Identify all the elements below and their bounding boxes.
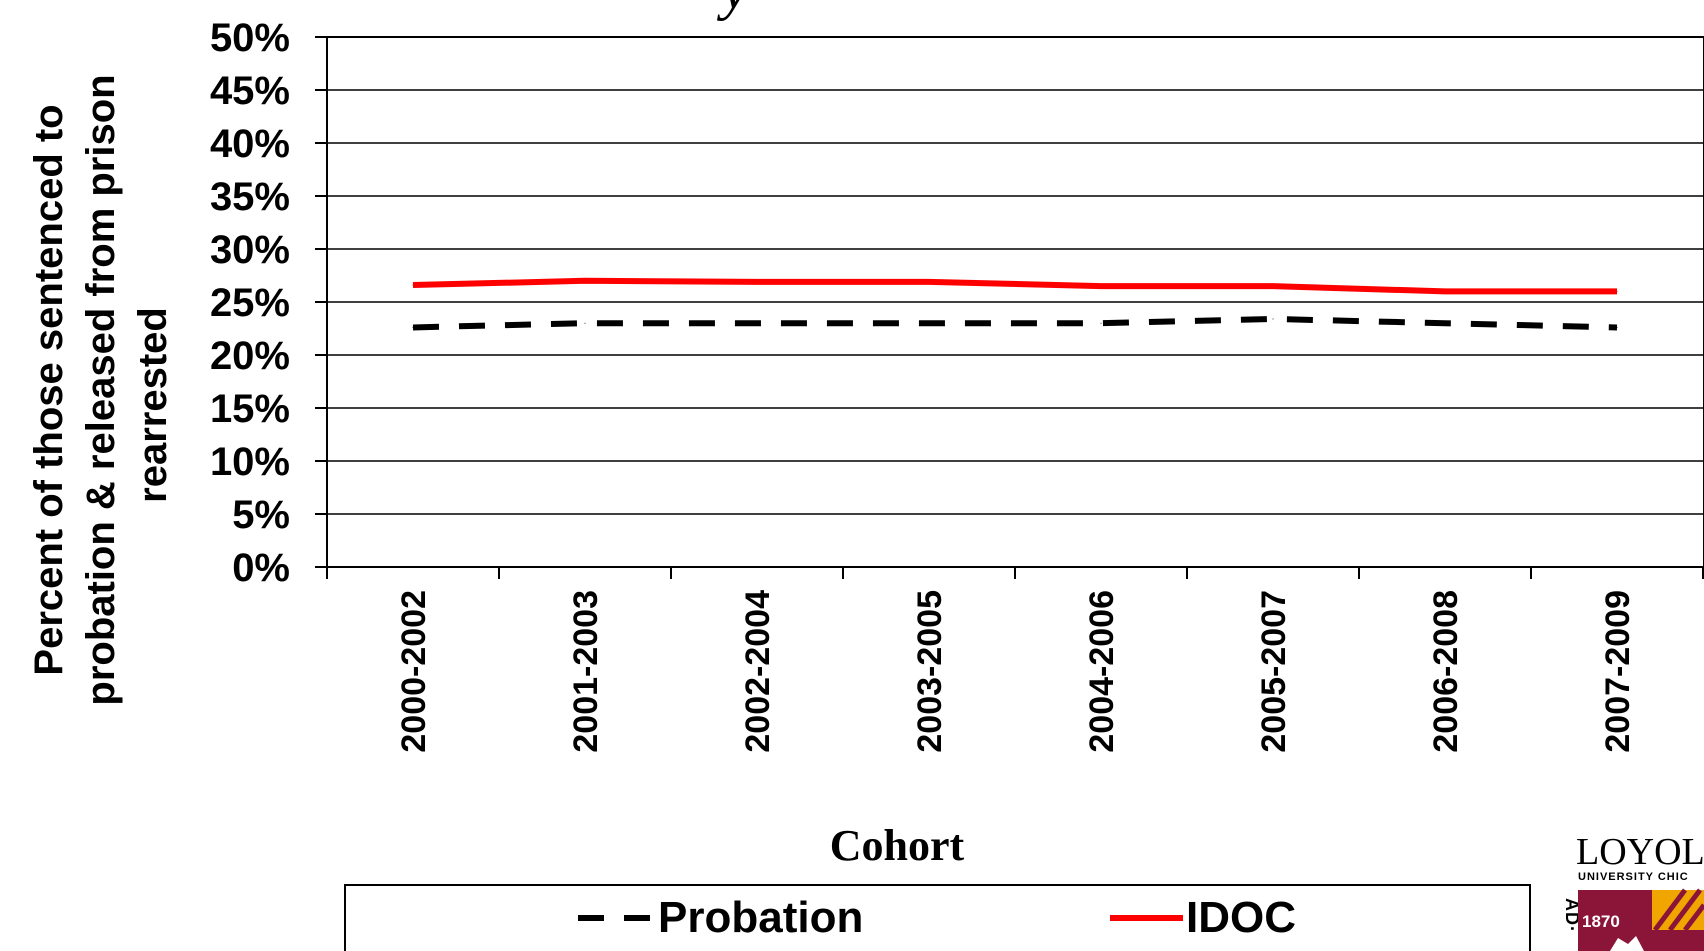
x-tick-label: 2005-2007 xyxy=(1255,590,1293,753)
data-point-idoc xyxy=(584,280,586,282)
legend-label-probation: Probation xyxy=(658,893,863,942)
y-tick-label: 30% xyxy=(210,228,290,272)
data-point-probation xyxy=(412,326,414,328)
y-tick-label: 20% xyxy=(210,334,290,378)
data-point-idoc xyxy=(1100,285,1102,287)
y-tick-label: 50% xyxy=(210,16,290,60)
series-line-probation xyxy=(412,315,1618,331)
x-axis-ticks: 2000-2002 2001-2003 2002-2004 2003-2005 2004… xyxy=(326,567,1704,753)
y-axis-label-line-1: Percent of those sentenced to xyxy=(27,104,71,675)
y-tick-label: 25% xyxy=(210,281,290,325)
x-tick-label: 2001-2003 xyxy=(567,590,605,753)
data-point-idoc xyxy=(756,281,758,283)
legend-box xyxy=(344,884,1531,951)
legend: Probation IDOC xyxy=(344,884,1531,951)
logo-subtitle: UNIVERSITY CHIC xyxy=(1578,871,1689,883)
chart-title-fragment: y xyxy=(716,0,749,21)
x-tick-label: 2006-2008 xyxy=(1427,590,1465,753)
loyola-logo: LOYOL UNIVERSITY CHIC AD· 1870 xyxy=(1562,831,1704,951)
data-point-idoc xyxy=(1444,290,1446,292)
y-tick-label: 0% xyxy=(232,546,290,590)
y-tick-label: 10% xyxy=(210,440,290,484)
data-point-probation xyxy=(584,322,586,324)
y-axis-label: Percent of those sentenced to probation … xyxy=(27,74,175,705)
logo-wordmark: LOYOL xyxy=(1576,831,1704,873)
x-tick-label: 2004-2006 xyxy=(1083,590,1121,753)
y-tick-label: 35% xyxy=(210,175,290,219)
y-tick-label: 40% xyxy=(210,122,290,166)
y-tick-label: 15% xyxy=(210,387,290,431)
x-tick-label: 2007-2009 xyxy=(1599,590,1637,753)
gridlines xyxy=(327,36,1704,568)
data-point-probation xyxy=(756,322,758,324)
series-line-idoc xyxy=(412,277,1617,295)
data-point-idoc xyxy=(412,284,414,286)
logo-year: 1870 xyxy=(1582,912,1620,931)
x-tick-label: 2002-2004 xyxy=(739,590,777,753)
data-point-probation xyxy=(1444,322,1446,324)
data-point-probation xyxy=(1100,322,1102,324)
data-point-probation xyxy=(928,322,930,324)
data-point-idoc xyxy=(1616,290,1618,292)
x-tick-label: 2000-2002 xyxy=(395,590,433,753)
x-tick-label: 2003-2005 xyxy=(911,590,949,753)
logo-emblem-icon xyxy=(1610,936,1644,951)
y-axis-label-line-3: rearrested xyxy=(131,307,175,503)
y-tick-label: 45% xyxy=(210,69,290,113)
legend-item-probation: Probation xyxy=(578,893,863,942)
series-lines xyxy=(412,277,1618,331)
logo-side-text: AD· xyxy=(1562,898,1582,933)
legend-item-idoc: IDOC xyxy=(1110,893,1296,942)
data-point-idoc xyxy=(1272,285,1274,287)
legend-label-idoc: IDOC xyxy=(1186,893,1296,942)
data-point-idoc xyxy=(928,281,930,283)
y-tick-label: 5% xyxy=(232,493,290,537)
y-axis-ticks: 0% 5% 10% 15% 20% 25% 30% 35% 40% 45% 50% xyxy=(210,16,327,590)
logo-shield-gold-stripes xyxy=(1652,888,1704,932)
x-axis-label: Cohort xyxy=(830,821,965,870)
data-point-probation xyxy=(1616,326,1618,328)
data-point-probation xyxy=(1272,318,1274,320)
y-axis-label-line-2: probation & released from prison xyxy=(79,74,123,705)
